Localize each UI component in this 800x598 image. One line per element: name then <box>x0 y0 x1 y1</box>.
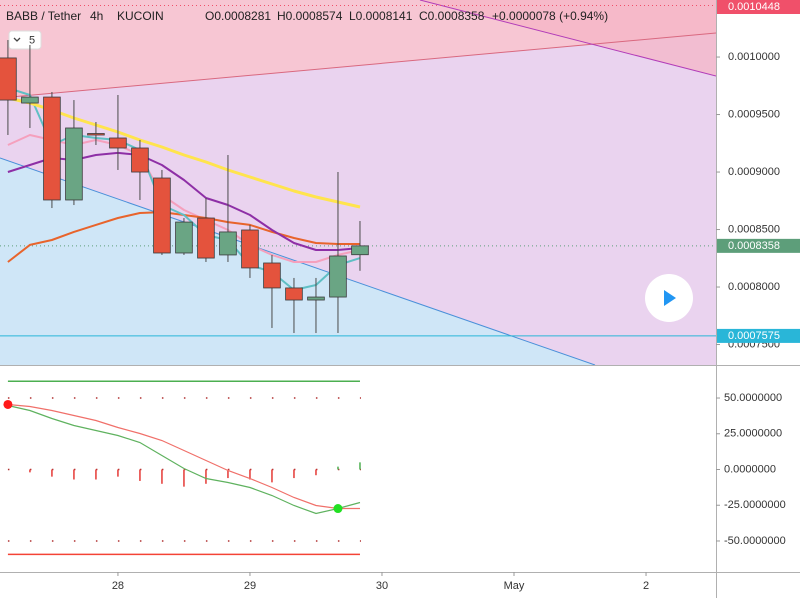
candle-body <box>21 96 39 104</box>
candle-body <box>175 221 193 254</box>
price-label: 0.0007575 <box>728 330 780 342</box>
oscillator-line <box>7 403 360 510</box>
change: +0.0000078 (+0.94%) <box>492 9 608 23</box>
y-tick-label: -50.0000000 <box>724 535 786 547</box>
price-label-box <box>717 0 800 14</box>
candle-body <box>65 127 83 201</box>
legend-header: BABB / Tether 4h KUCOIN O0.0008281 H0.00… <box>6 9 608 23</box>
candle-body <box>263 262 281 289</box>
ohlc-high: H0.0008574 <box>277 9 343 23</box>
x-tick-label: 2 <box>643 580 649 592</box>
x-tick-label: 29 <box>244 580 256 592</box>
candle-body <box>131 147 149 173</box>
drawings <box>0 0 716 365</box>
interval: 4h <box>90 9 103 23</box>
candle-body <box>285 287 303 301</box>
x-tick-label: 30 <box>376 580 388 592</box>
indicator-toggle[interactable]: 5 <box>8 30 42 50</box>
signal-dot <box>333 504 343 514</box>
y-tick-label: 0.0010000 <box>728 51 780 63</box>
oscillator-line <box>7 404 361 515</box>
y-tick-label: -25.0000000 <box>724 499 786 511</box>
candle-body <box>351 245 369 256</box>
ma-line <box>7 96 361 209</box>
candle-body <box>197 217 215 259</box>
trend-line <box>419 0 716 77</box>
price-label-box <box>717 328 800 343</box>
candle-body <box>307 296 325 301</box>
candle-body <box>219 231 237 256</box>
ohlc-open: O0.0008281 <box>205 9 271 23</box>
y-tick-label: 0.0008000 <box>728 281 780 293</box>
candle-body <box>0 57 17 101</box>
candle-body <box>153 177 171 254</box>
y-tick-label: 50.0000000 <box>724 392 782 404</box>
x-tick-label: May <box>504 580 525 592</box>
y-tick-label: 0.0008500 <box>728 223 780 235</box>
y-tick-label: 25.0000000 <box>724 428 782 440</box>
signal-dot <box>3 399 13 409</box>
trend-line <box>0 32 716 99</box>
candle-body <box>329 255 347 298</box>
y-tick-label: 0.0000000 <box>724 463 776 475</box>
chevron <box>13 37 21 42</box>
indicator-count: 5 <box>29 34 35 46</box>
ohlc-close: C0.0008358 <box>419 9 485 23</box>
y-tick-label: 0.0009000 <box>728 166 780 178</box>
candle-body <box>109 137 127 149</box>
play-icon <box>664 290 676 306</box>
play-button[interactable] <box>645 274 693 322</box>
y-tick-label: 0.0009500 <box>728 108 780 120</box>
candle-body <box>87 133 105 136</box>
symbol: BABB / Tether <box>6 9 81 23</box>
exchange: KUCOIN <box>117 9 164 23</box>
toggle-box[interactable] <box>8 30 42 50</box>
x-tick-label: 28 <box>112 580 124 592</box>
candle-body <box>43 96 61 201</box>
price-label-box <box>717 238 800 253</box>
ohlc-low: L0.0008141 <box>349 9 413 23</box>
candle-body <box>241 229 259 269</box>
price-label: 0.0008358 <box>728 240 780 252</box>
price-label: 0.0010448 <box>728 1 780 13</box>
